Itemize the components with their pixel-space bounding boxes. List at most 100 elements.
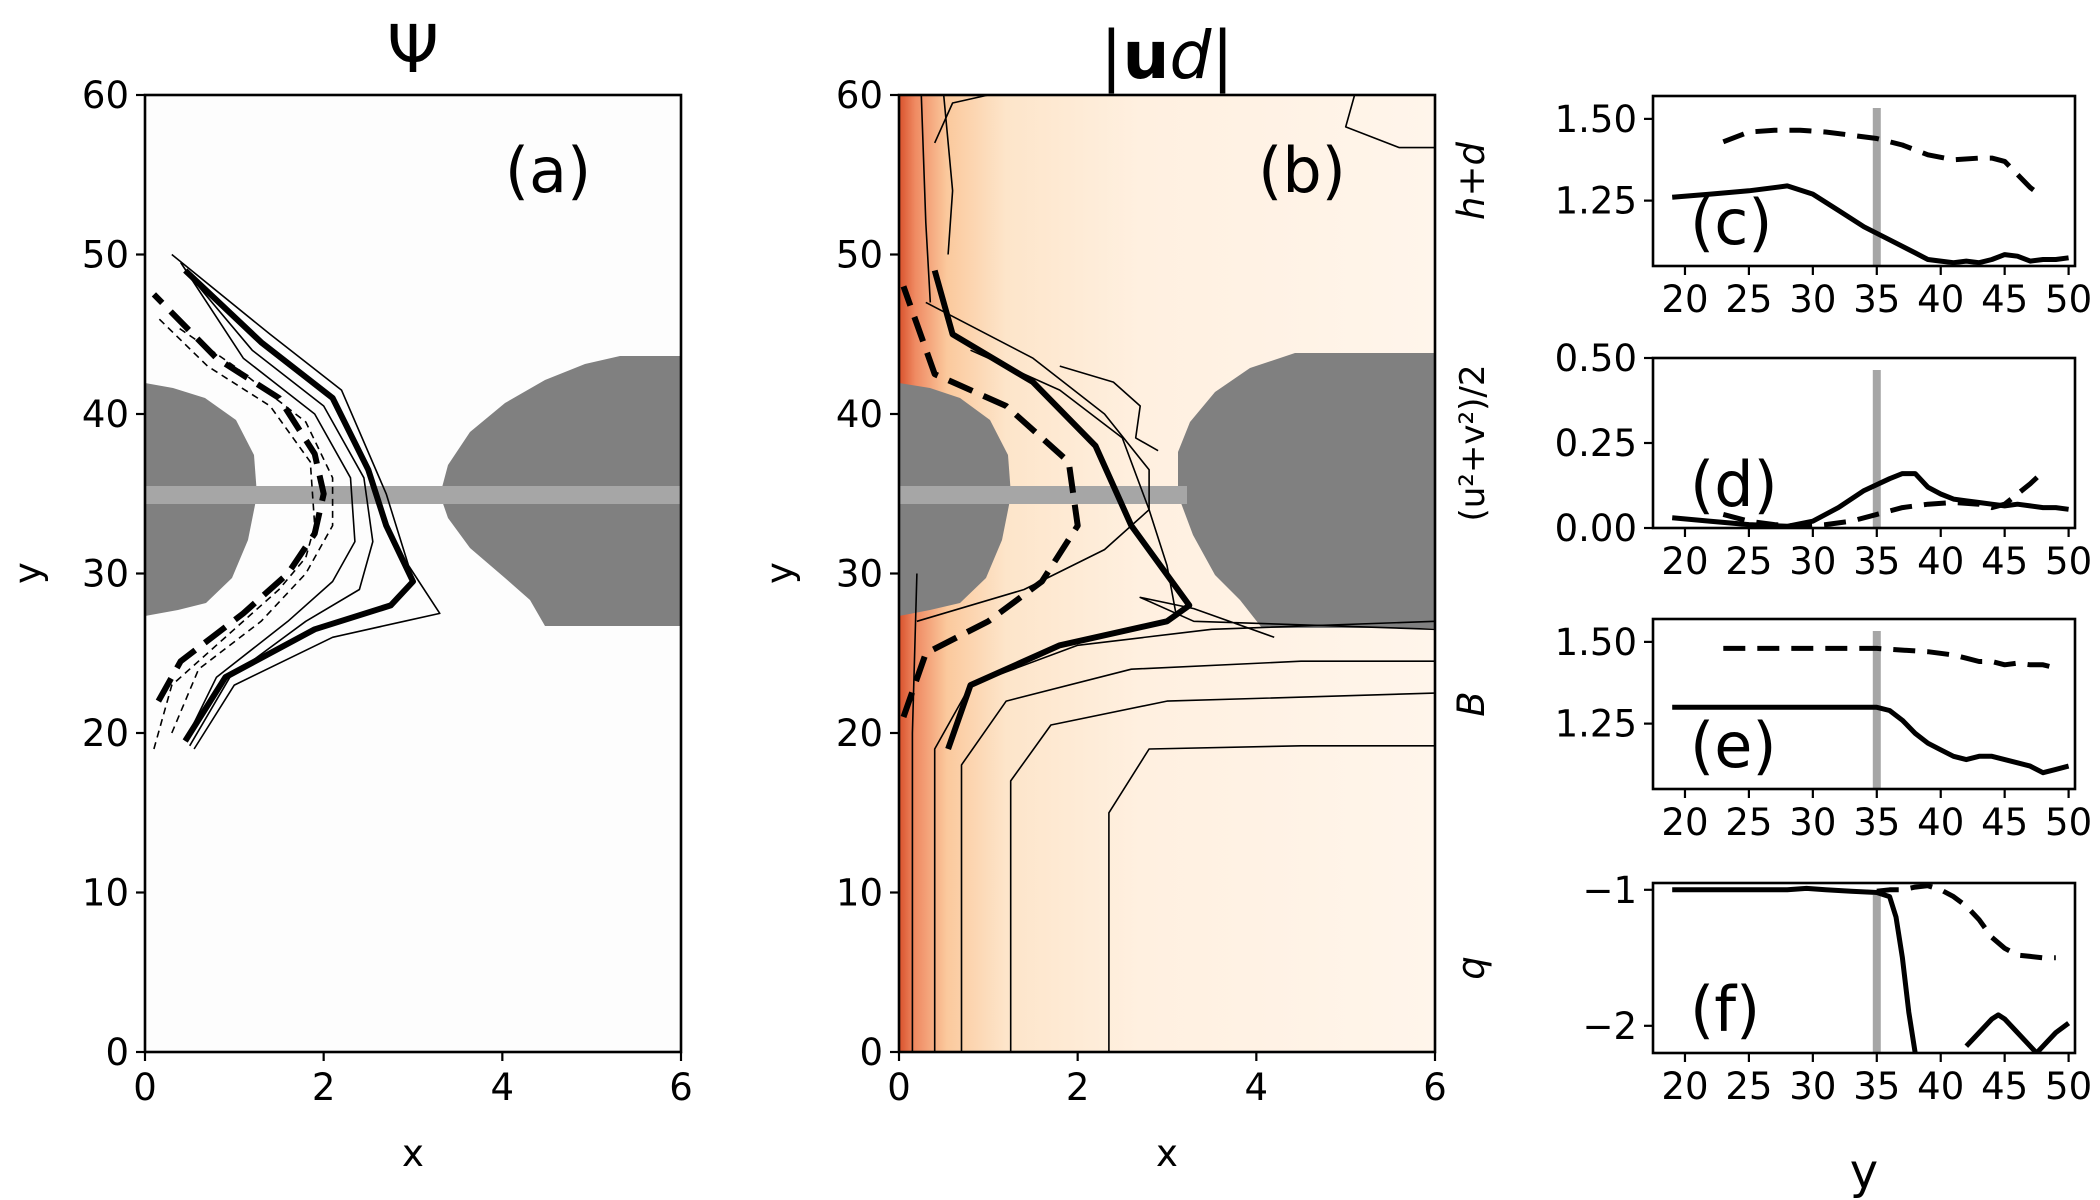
panel-b-contours	[900, 95, 1435, 1052]
panel-c-ytick-label: 1.50	[1555, 98, 1637, 141]
panel-b-contour-line	[970, 349, 1177, 614]
panel-b-title-vector: u	[1123, 17, 1170, 94]
panel-b-contour-line	[1344, 95, 1435, 149]
panel-e-plot-area	[1672, 631, 2070, 789]
panel-e-ytick-label: 1.25	[1555, 703, 1637, 746]
panel-b-xlabel: x	[1156, 1132, 1178, 1175]
panel-f-xtick-label: 35	[1853, 1065, 1900, 1108]
panel-f-background	[1653, 883, 2075, 1053]
panel-f-xtick-label: 40	[1917, 1065, 1964, 1108]
panel-e-xtick-label: 35	[1853, 801, 1900, 844]
panel-c-xtick-label: 35	[1853, 278, 1900, 321]
panel-b-ylabel: y	[758, 562, 801, 584]
panel-a-contour-line	[151, 292, 327, 703]
panel-b-ytick-label: 30	[836, 553, 883, 596]
panel-a-ytick-label: 0	[105, 1031, 129, 1074]
panel-d-background	[1653, 358, 2075, 528]
panel-d-ytick-label: 0.00	[1555, 507, 1637, 550]
panel-b-contour-line	[960, 660, 1435, 1052]
panel-b-ytick-label: 40	[836, 393, 883, 436]
panel-b-ytick-label: 50	[836, 234, 883, 277]
panel-f-series-line	[1672, 885, 1918, 1053]
panel-d-xtick-label: 35	[1853, 540, 1900, 583]
panel-c-ylabel: h+d	[1450, 142, 1493, 220]
panel-f-xtick-label: 50	[2045, 1065, 2092, 1108]
panel-a-ytick-label: 60	[82, 74, 129, 117]
panel-b-title-bar-right: |	[1211, 17, 1233, 94]
panel-e-xtick-label: 40	[1917, 801, 1964, 844]
panel-b-contour-line	[1009, 692, 1435, 1052]
panel-b-contour-line	[1139, 596, 1435, 639]
panel-a-contour-line	[180, 262, 356, 742]
panel-d-xtick-label: 50	[2045, 540, 2092, 583]
panel-c: 20 25 30 35 40 45 50 1.25 1.50 (c) h+d	[1450, 94, 2092, 321]
panel-b-contour-line	[933, 95, 989, 144]
panel-b-contour-line	[1108, 745, 1435, 1052]
panel-b-ytick-label: 60	[836, 74, 883, 117]
panel-d-ytick-label: 0.50	[1555, 337, 1637, 380]
panel-f-ytick-label: −1	[1582, 869, 1637, 912]
panel-a-contour-line	[171, 253, 441, 750]
panel-e: 20 25 30 35 40 45 50 1.25 1.50 (e) B	[1450, 617, 2092, 844]
panel-e-frame	[1651, 617, 2077, 791]
panel-a-xtick-label: 4	[491, 1066, 515, 1109]
panel-d: 20 25 30 35 40 45 50 0.00 0.25 0.50 (d) (u²+v²)/2	[1453, 337, 2092, 583]
panel-a-contour-line	[171, 325, 334, 734]
panel-d-label: (d)	[1690, 448, 1778, 521]
panel-c-background	[1653, 96, 2075, 266]
panel-b-xtick-label: 2	[1066, 1066, 1090, 1109]
panel-e-xtick-label: 45	[1981, 801, 2028, 844]
panel-f-series-line	[1876, 883, 2056, 961]
panel-b-contour-line	[911, 573, 918, 1052]
panel-a-xtick-label: 2	[312, 1066, 336, 1109]
panel-b-title-bar-left: |	[1100, 17, 1122, 94]
panel-e-xtick-label: 20	[1661, 801, 1708, 844]
panel-c-series-line	[1671, 183, 2069, 266]
panel-d-series-line	[1671, 471, 2069, 528]
panel-a-section-line	[145, 486, 681, 504]
panel-e-xtick-label: 50	[2045, 801, 2092, 844]
panel-a-ytick-label: 40	[82, 393, 129, 436]
panel-a-xtick-label: 0	[133, 1066, 157, 1109]
panel-e-xtick-label: 30	[1789, 801, 1836, 844]
panel-a-contour-line	[182, 268, 416, 743]
panel-a-ytick-label: 30	[82, 553, 129, 596]
panel-b-right-topography	[1178, 353, 1435, 628]
panel-f-xtick-label: 30	[1789, 1065, 1836, 1108]
panel-c-xtick-label: 40	[1917, 278, 1964, 321]
panel-b-title: |ud|	[1100, 17, 1233, 94]
panel-d-xtick-label: 40	[1917, 540, 1964, 583]
panel-f-ylabel: q	[1450, 956, 1493, 980]
panel-c-xtick-label: 45	[1981, 278, 2028, 321]
panel-c-xtick-label: 30	[1789, 278, 1836, 321]
panel-b-label: (b)	[1258, 134, 1346, 207]
panel-c-label: (c)	[1690, 186, 1772, 259]
panel-b-ytick-label: 10	[836, 872, 883, 915]
panel-f-frame	[1651, 881, 2077, 1055]
panel-f-xlabel: y	[1850, 1144, 1878, 1200]
panel-e-ytick-label: 1.50	[1555, 621, 1637, 664]
panel-e-label: (e)	[1690, 709, 1777, 782]
panel-a-ytick-label: 10	[82, 872, 129, 915]
panel-b-contour-line	[931, 269, 1193, 750]
panel-d-ytick-label: 0.25	[1555, 422, 1637, 465]
panel-c-xtick-label: 25	[1725, 278, 1772, 321]
panel-d-xtick-label: 20	[1661, 540, 1708, 583]
panel-b-xtick-label: 6	[1423, 1066, 1447, 1109]
panel-d-xtick-label: 30	[1789, 540, 1836, 583]
panel-a-contours	[151, 253, 441, 750]
panel-e-series-line	[1672, 704, 2070, 776]
panel-b-ytick-label: 0	[859, 1031, 883, 1074]
panel-a-ytick-label: 50	[82, 234, 129, 277]
panel-f-xtick-label: 25	[1725, 1065, 1772, 1108]
panel-c-ytick-label: 1.25	[1555, 180, 1637, 223]
panel-f-xtick-label: 45	[1981, 1065, 2028, 1108]
panel-b-contour-line	[1059, 365, 1159, 452]
panel-a-label: (a)	[505, 134, 591, 207]
panel-c-frame	[1651, 94, 2077, 268]
panel-f: 20 25 30 35 40 45 50 −1 −2 (f) q y	[1450, 869, 2092, 1200]
panel-c-plot-area	[1671, 108, 2069, 266]
panel-b-contour-line	[942, 95, 954, 255]
